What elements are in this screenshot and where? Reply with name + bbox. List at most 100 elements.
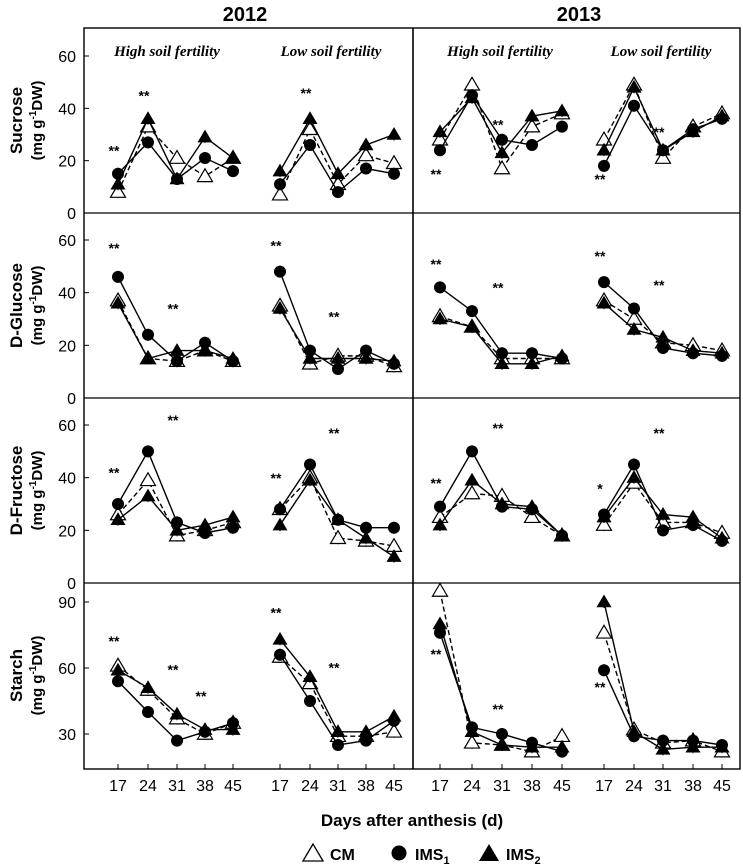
sig-starch-p2012_low-1: ** xyxy=(329,659,340,675)
point-fructose-p2012_high-ims2-45 xyxy=(225,509,241,523)
legend-ims1-text: IMS xyxy=(415,847,444,864)
point-sucrose-p2012_low-ims1-24 xyxy=(304,138,316,151)
y-tick-label-starch-60: 60 xyxy=(58,661,76,678)
point-fructose-p2012_high-cm-24 xyxy=(139,471,157,487)
point-glucose-p2012_low-ims1-17 xyxy=(274,265,286,278)
point-starch-p2013_high-ims2-17 xyxy=(432,616,448,630)
point-glucose-p2013_high-ims1-31 xyxy=(496,347,508,360)
point-sucrose-p2012_low-cm-45 xyxy=(385,154,403,170)
y-tick-label-sucrose-40: 40 xyxy=(58,101,76,118)
point-starch-p2013_high-cm-45 xyxy=(553,727,571,743)
legend-ims2-marker xyxy=(479,844,499,861)
point-fructose-p2013_high-ims2-24 xyxy=(464,472,480,486)
point-sucrose-p2013_high-ims1-17 xyxy=(434,144,446,157)
point-glucose-p2012_low-ims1-45 xyxy=(388,357,400,370)
x-tick-label-p2013_high-38: 38 xyxy=(523,778,541,795)
point-fructose-p2012_high-ims1-31 xyxy=(171,516,183,529)
y-tick-label-fructose-60: 60 xyxy=(58,418,76,435)
legend-ims2-sub: 2 xyxy=(534,855,540,865)
sig-sucrose-p2013_high-1: ** xyxy=(493,116,504,132)
point-fructose-p2013_high-ims1-31 xyxy=(496,500,508,513)
y-title-unit-post-fructose: DW) xyxy=(29,451,46,481)
point-sucrose-p2012_high-ims2-24 xyxy=(140,111,156,125)
point-sucrose-p2012_high-ims1-24 xyxy=(142,136,154,149)
y-title-unit-pre-starch: (mg g xyxy=(29,675,46,716)
point-glucose-p2013_high-ims2-17 xyxy=(432,311,448,325)
point-glucose-p2012_low-ims1-38 xyxy=(360,344,372,357)
legend: CM IMS1 IMS2 xyxy=(301,842,541,865)
data-layer xyxy=(109,76,731,758)
panel-title-2012-high: High soil fertility xyxy=(113,44,220,60)
x-tick-label-p2012_low-17: 17 xyxy=(271,778,289,795)
sig-fructose-p2013_high-1: ** xyxy=(493,420,504,436)
sig-starch-p2013_high-1: ** xyxy=(493,701,504,717)
y-tick-label-fructose-40: 40 xyxy=(58,471,76,488)
point-glucose-p2013_low-ims1-17 xyxy=(598,276,610,289)
point-starch-p2012_low-ims1-31 xyxy=(332,739,344,751)
y-title-unit-post-sucrose: DW) xyxy=(29,81,46,111)
point-glucose-p2012_high-ims1-45 xyxy=(227,355,239,368)
legend-ims1-label: IMS1 xyxy=(415,847,450,865)
point-fructose-p2012_low-ims1-45 xyxy=(388,521,400,534)
point-sucrose-p2013_high-ims2-31 xyxy=(494,145,510,159)
point-glucose-p2013_high-ims1-45 xyxy=(556,352,568,365)
sig-fructose-p2013_low-0: * xyxy=(597,480,603,496)
point-sucrose-p2013_high-cm-24 xyxy=(463,76,481,91)
point-sucrose-p2013_low-cm-31 xyxy=(654,149,672,164)
y-title-unit-pre-fructose: (mg g xyxy=(29,490,46,531)
x-tick-label-p2013_low-24: 24 xyxy=(625,778,643,795)
point-starch-p2012_high-ims2-31 xyxy=(169,706,185,720)
x-tick-label-p2012_low-45: 45 xyxy=(385,778,403,795)
point-starch-p2012_low-ims2-17 xyxy=(272,631,288,645)
point-starch-p2013_low-ims2-31 xyxy=(655,741,671,755)
y-title-unit-fructose: (mg g-1DW) xyxy=(28,451,46,531)
point-starch-p2012_low-ims1-45 xyxy=(388,714,400,727)
point-starch-p2013_high-ims1-31 xyxy=(496,728,508,740)
y-axis-titles: Sucrose (mg g-1DW)D-Glucose (mg g-1DW)D-Fr… xyxy=(7,81,46,716)
y-title-sucrose: Sucrose (mg g-1DW) xyxy=(7,81,46,161)
point-sucrose-p2013_high-ims1-38 xyxy=(526,138,538,151)
point-glucose-p2013_low-ims2-17 xyxy=(596,295,612,309)
point-fructose-p2013_high-ims1-38 xyxy=(526,503,538,516)
point-starch-p2013_low-ims1-38 xyxy=(687,734,699,747)
x-tick-label-p2012_high-17: 17 xyxy=(109,778,127,795)
y-tick-label-fructose-0: 0 xyxy=(67,576,76,593)
x-tick-label-p2013_high-45: 45 xyxy=(553,778,571,795)
point-sucrose-p2012_high-cm-38 xyxy=(196,167,214,183)
y-title-name-sucrose: Sucrose xyxy=(7,87,26,154)
y-tick-label-glucose-20: 20 xyxy=(58,338,76,355)
point-glucose-p2012_low-ims1-31 xyxy=(332,363,344,376)
point-sucrose-p2013_high-ims1-31 xyxy=(496,133,508,146)
point-starch-p2013_low-ims1-45 xyxy=(716,739,728,751)
point-sucrose-p2013_high-ims2-17 xyxy=(432,124,448,138)
legend-ims2-label: IMS2 xyxy=(506,847,541,865)
point-glucose-p2013_low-ims2-31 xyxy=(655,329,671,343)
point-fructose-p2012_low-cm-31 xyxy=(329,529,347,545)
point-glucose-p2013_high-ims2-38 xyxy=(524,356,540,370)
sig-sucrose-p2013_low-0: ** xyxy=(595,171,606,187)
point-fructose-p2013_high-ims1-24 xyxy=(466,445,478,458)
point-sucrose-p2013_low-ims1-38 xyxy=(687,123,699,136)
point-glucose-p2012_high-ims2-24 xyxy=(140,351,156,364)
axes: 0 20 40 60 0 20 40 60 0 20 40 60 30 60 90 17 24 31 38 45 17 2… xyxy=(58,49,731,795)
series-line-sucrose-p2013_low-ims2 xyxy=(603,85,723,152)
point-starch-p2013_high-cm-24 xyxy=(463,734,481,749)
sig-sucrose-p2013_high-0: ** xyxy=(431,166,442,182)
series-line-sucrose-p2012_low-ims2 xyxy=(279,117,395,175)
sig-glucose-p2013_low-0: ** xyxy=(595,248,606,264)
point-fructose-p2013_high-ims1-45 xyxy=(556,529,568,542)
point-sucrose-p2012_low-ims1-38 xyxy=(360,162,372,175)
year-title-2013: 2013 xyxy=(557,4,602,26)
y-title-starch: Starch (mg g-1DW) xyxy=(7,636,46,716)
y-title-unit-glucose: (mg g-1DW) xyxy=(28,266,46,346)
point-sucrose-p2012_low-ims1-17 xyxy=(274,178,286,191)
point-sucrose-p2012_high-ims1-17 xyxy=(112,167,124,180)
point-glucose-p2013_low-ims2-24 xyxy=(626,322,642,335)
point-starch-p2013_high-ims1-17 xyxy=(434,626,446,639)
series-line-sucrose-p2013_low-cm xyxy=(603,83,723,160)
point-fructose-p2012_high-ims1-24 xyxy=(142,445,154,458)
point-glucose-p2012_low-ims2-31 xyxy=(330,351,346,364)
x-tick-label-p2012_low-24: 24 xyxy=(301,778,319,795)
point-sucrose-p2012_high-ims1-38 xyxy=(199,152,211,165)
y-title-unit-starch: (mg g-1DW) xyxy=(28,636,46,716)
